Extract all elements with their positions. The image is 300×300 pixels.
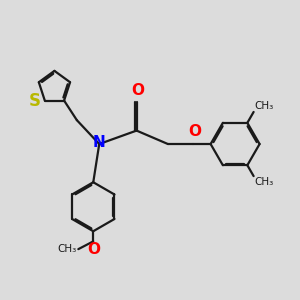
Text: CH₃: CH₃	[58, 244, 77, 254]
Text: N: N	[93, 135, 106, 150]
Text: CH₃: CH₃	[255, 101, 274, 111]
Text: CH₃: CH₃	[255, 177, 274, 187]
Text: O: O	[188, 124, 201, 139]
Text: O: O	[132, 83, 145, 98]
Text: S: S	[28, 92, 40, 110]
Text: O: O	[87, 242, 100, 257]
